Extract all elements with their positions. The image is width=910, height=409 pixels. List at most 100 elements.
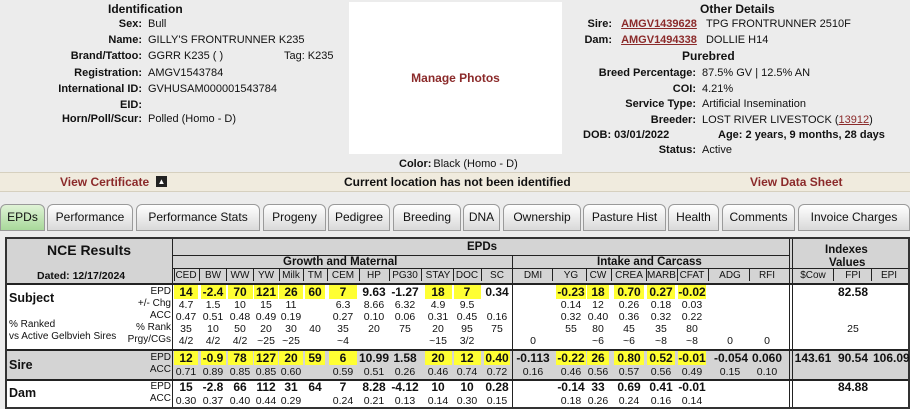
table-hline	[7, 379, 908, 381]
tab-performance[interactable]: Performance	[47, 204, 133, 231]
subject-chg-label: +/- Chg	[137, 298, 171, 309]
values-title: Values	[829, 257, 866, 269]
ident-row: EID:	[0, 97, 148, 113]
ranked-label: % Ranked	[9, 319, 56, 330]
table-hline	[790, 268, 908, 269]
tab-performance-stats[interactable]: Performance Stats	[136, 204, 260, 231]
ident-label: Registration:	[74, 67, 142, 79]
column-header-stay: STAY	[425, 270, 451, 281]
tab-dna[interactable]: DNA	[463, 204, 500, 231]
column-header-doc: DOC	[455, 270, 479, 281]
dam-acc-cell: 0.14	[681, 395, 703, 407]
view-certificate-link[interactable]: View Certificate	[60, 175, 150, 189]
dam-epd-cell: 0.41	[649, 380, 673, 394]
subject-acc-cell: 0.51	[202, 311, 224, 323]
subject-epd-cell: 14	[174, 285, 198, 299]
dam-acc-cell: 0.24	[332, 395, 354, 407]
other-row: Breed Percentage: 87.5% GV | 12.5% AN	[584, 65, 810, 81]
tab-breeding[interactable]: Breeding	[393, 204, 461, 231]
tab-epds[interactable]: EPDs	[0, 204, 45, 231]
sire-epd-cell: -0.054	[714, 351, 749, 365]
subject-rank-cell: 75	[491, 323, 503, 335]
table-vline	[421, 268, 422, 281]
dam-epd-cell: 64	[308, 380, 322, 394]
epd-table: NCE Results Dated: 12/17/2024 EPDs Growth a…	[5, 237, 910, 409]
dam-acc-cell: 0.44	[255, 395, 277, 407]
dam-epd-cell: 8.28	[362, 380, 386, 394]
subject-prgy-cell: 4/2	[205, 335, 221, 347]
ident-label: EID:	[120, 99, 142, 111]
dob-label: DOB:	[583, 129, 612, 141]
dam-acc-cell: 0.14	[427, 395, 449, 407]
subject-epd-label: EPD	[150, 286, 171, 297]
ident-row: Sex: Bull	[0, 16, 167, 32]
tab-pedigree[interactable]: Pedigree	[328, 204, 390, 231]
column-header-sc: SC	[490, 270, 504, 281]
dob-value: 03/01/2022	[614, 129, 670, 141]
subject-chg-cell: 9.5	[459, 299, 475, 311]
column-header-dmi: DMI	[523, 270, 543, 281]
subject-rank-cell: 40	[309, 323, 321, 335]
subject-epd-cell: 9.63	[362, 285, 386, 299]
ident-row: Horn/Poll/Scur: Polled (Homo - D)	[0, 111, 236, 127]
column-header-hp: HP	[367, 270, 381, 281]
manage-photos-link[interactable]: Manage Photos	[411, 71, 500, 85]
tag-label: Tag:	[284, 50, 305, 62]
tab-health[interactable]: Health	[668, 204, 719, 231]
tab-ownership[interactable]: Ownership	[503, 204, 581, 231]
subject-rank-cell: 45	[623, 323, 635, 335]
sire-epd-label: EPD	[150, 352, 171, 363]
subject-chg-cell: 6.32	[394, 299, 416, 311]
sire-label: Sire:	[587, 18, 612, 30]
table-vline	[359, 268, 360, 281]
subject-chg-cell: 4.7	[178, 299, 194, 311]
dam-registration-link[interactable]: AMGV1494338	[621, 34, 697, 46]
dob-field: DOB: 03/01/2022	[583, 127, 669, 143]
subject-prgy-cell: ~25	[257, 335, 275, 347]
indexes-title: Indexes	[825, 244, 868, 256]
other-value: 87.5% GV | 12.5% AN	[702, 67, 811, 79]
subject-acc-cell: 0.19	[280, 311, 302, 323]
age-value: 2 years, 9 months, 28 days	[745, 129, 885, 141]
sire-acc-cell: 0.71	[175, 366, 197, 378]
dam-epd-cell: 15	[179, 380, 193, 394]
subject-rank-cell: 80	[686, 323, 698, 335]
table-vline	[646, 268, 647, 281]
other-label: COI:	[672, 83, 696, 95]
animal-info-panel: Identification Sex: Bull Name: GILLY'S FRON…	[0, 0, 910, 172]
column-header-yg: YG	[563, 270, 579, 281]
subject-chg-cell: 0.18	[650, 299, 672, 311]
column-header-cow: $Cow	[800, 270, 826, 281]
photo-area: Manage Photos	[349, 2, 562, 154]
tab-comments[interactable]: Comments	[722, 204, 795, 231]
dam-acc-cell: 0.37	[202, 395, 224, 407]
ident-label: Name:	[108, 34, 142, 46]
dam-acc-cell: 0.26	[587, 395, 609, 407]
dam-epd-cell: 66	[233, 380, 247, 394]
breeder-field: Breeder: LOST RIVER LIVESTOCK (13912)	[584, 112, 873, 128]
vs-active-sires-label: vs Active Gelbvieh Sires	[9, 331, 117, 342]
sire-registration-link[interactable]: AMGV1439628	[621, 18, 697, 30]
subject-prgy-cell: 4/2	[232, 335, 248, 347]
sire-acc-cell: 0.49	[681, 366, 703, 378]
ident-row: International ID: GVHUSAM000001543784	[0, 81, 277, 97]
subject-prgy-cell: ~15	[429, 335, 447, 347]
sire-acc-label: ACC	[149, 364, 171, 375]
column-header-cfat: CFAT	[679, 270, 705, 281]
tab-invoice-charges[interactable]: Invoice Charges	[798, 204, 910, 231]
tab-pasture-hist[interactable]: Pasture Hist	[583, 204, 666, 231]
table-vline	[792, 239, 793, 407]
subject-rank-cell: 80	[592, 323, 604, 335]
sire-acc-cell: 0.26	[394, 366, 416, 378]
breeder-link[interactable]: 13912	[838, 114, 870, 126]
view-data-sheet-link[interactable]: View Data Sheet	[750, 175, 843, 189]
subject-row-label: Subject	[9, 291, 55, 305]
column-header-epi: EPI	[880, 270, 898, 281]
subject-prgy-label: Prgy/CGs	[127, 334, 171, 345]
subject-epd-cell: 18	[587, 285, 609, 299]
sire-acc-cell: 0.56	[587, 366, 609, 378]
sire-acc-cell: 0.72	[486, 366, 508, 378]
subject-prgy-cell: ~4	[337, 335, 349, 347]
tab-progeny[interactable]: Progeny	[263, 204, 326, 231]
certificate-popup-icon[interactable]: ▲	[156, 176, 167, 187]
